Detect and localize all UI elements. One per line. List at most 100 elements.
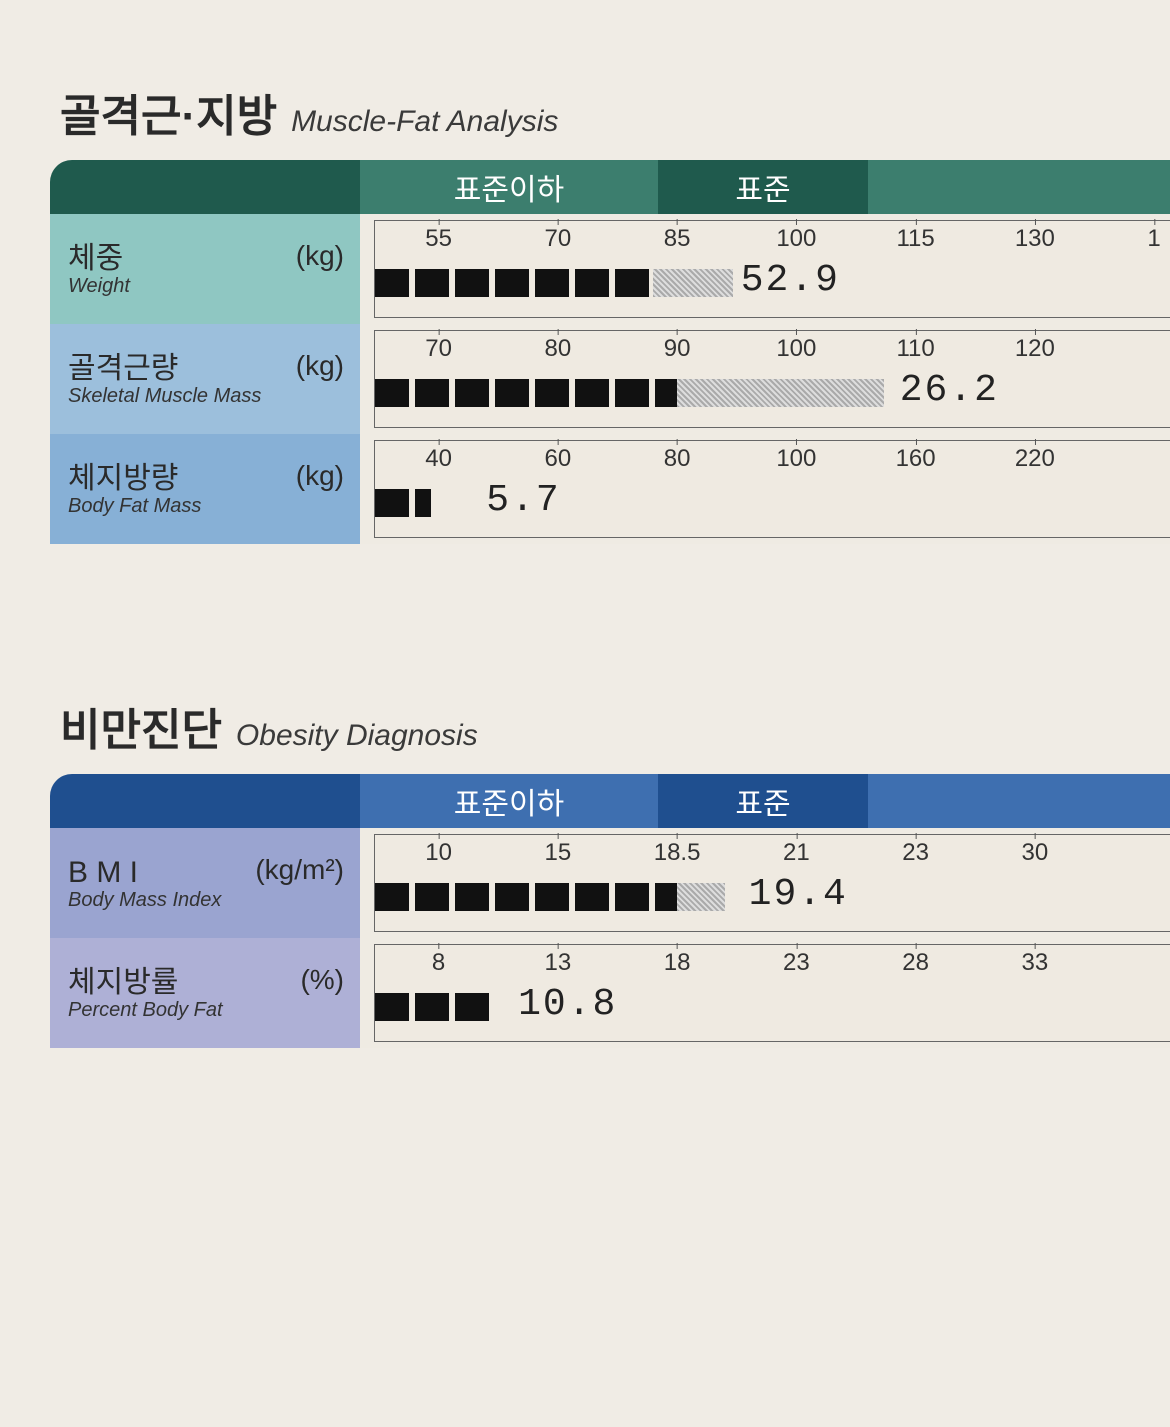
metric-name-en: Skeletal Muscle Mass bbox=[68, 385, 348, 408]
axis-tick: 100 bbox=[776, 445, 816, 473]
metric-name-en: Body Mass Index bbox=[68, 889, 348, 912]
axis-ticks: 70 80 90 100 110 120 bbox=[375, 335, 1170, 369]
rows-container-1: 체중Weight(kg)557085100115130152.9골격근량Skel… bbox=[50, 214, 1170, 544]
metric-unit: (kg) bbox=[296, 460, 344, 492]
range-header: 표준이하 표준 bbox=[50, 774, 1170, 828]
metric-value: 52.9 bbox=[741, 259, 840, 302]
metric-chart: 40 60 80 100 160 220 5.7 bbox=[360, 434, 1170, 544]
axis-tick: 70 bbox=[425, 335, 452, 363]
chart-box: 101518.521233019.4 bbox=[374, 834, 1170, 932]
metric-row: 체지방률Percent Body Fat(%)8131823283310.8 bbox=[50, 938, 1170, 1048]
metric-value: 26.2 bbox=[900, 369, 999, 412]
bar-shade bbox=[677, 379, 884, 407]
metric-chart: 70 80 90 100 110 120 26.2 bbox=[360, 324, 1170, 434]
metric-value: 19.4 bbox=[749, 873, 848, 916]
axis-tick: 18 bbox=[664, 949, 691, 977]
header-rest bbox=[868, 774, 1170, 828]
bar-shade bbox=[653, 269, 733, 297]
axis-ticks: 55 70 85 100 115 130 1 bbox=[375, 225, 1170, 259]
axis-tick: 1 bbox=[1147, 225, 1160, 253]
bar-solid bbox=[375, 883, 677, 911]
axis-tick: 100 bbox=[776, 225, 816, 253]
bar-area bbox=[375, 379, 1170, 407]
axis-tick: 130 bbox=[1015, 225, 1055, 253]
axis-tick: 220 bbox=[1015, 445, 1055, 473]
header-rest bbox=[868, 160, 1170, 214]
metric-name-en: Body Fat Mass bbox=[68, 495, 348, 518]
axis-tick: 80 bbox=[544, 335, 571, 363]
axis-tick: 85 bbox=[664, 225, 691, 253]
metric-label: 골격근량Skeletal Muscle Mass(kg) bbox=[50, 324, 360, 434]
metric-unit: (kg/m²) bbox=[255, 854, 344, 886]
header-under: 표준이하 bbox=[360, 160, 658, 214]
chart-box: 55 70 85 100 115 130 1 52.9 bbox=[374, 220, 1170, 318]
header-spacer bbox=[50, 160, 360, 214]
metric-chart: 55 70 85 100 115 130 1 52.9 bbox=[360, 214, 1170, 324]
metric-chart: 8 13 18 23 28 33 10.8 bbox=[360, 938, 1170, 1048]
metric-name-en: Percent Body Fat bbox=[68, 999, 348, 1022]
axis-tick: 90 bbox=[664, 335, 691, 363]
metric-value: 5.7 bbox=[486, 479, 560, 522]
axis-tick: 10 bbox=[425, 839, 452, 867]
axis-tick: 28 bbox=[902, 949, 929, 977]
metric-chart: 101518.521233019.4 bbox=[360, 828, 1170, 938]
axis-tick: 40 bbox=[425, 445, 452, 473]
bar-solid bbox=[375, 993, 494, 1021]
axis-tick: 23 bbox=[783, 949, 810, 977]
metric-unit: (kg) bbox=[296, 350, 344, 382]
axis-tick: 70 bbox=[544, 225, 571, 253]
axis-tick: 110 bbox=[896, 335, 934, 363]
chart-box: 40 60 80 100 160 220 5.7 bbox=[374, 440, 1170, 538]
bar-solid bbox=[375, 379, 677, 407]
bar-area bbox=[375, 993, 1170, 1021]
bar-shade bbox=[677, 883, 725, 911]
metric-value: 10.8 bbox=[518, 983, 617, 1026]
axis-ticks: 40 60 80 100 160 220 bbox=[375, 445, 1170, 479]
section-title: 비만진단 Obesity Diagnosis bbox=[60, 694, 1170, 762]
axis-tick: 100 bbox=[776, 335, 816, 363]
metric-row: B M IBody Mass Index(kg/m²)101518.521233… bbox=[50, 828, 1170, 938]
header-under: 표준이하 bbox=[360, 774, 658, 828]
muscle-fat-section: 골격근·지방 Muscle-Fat Analysis 표준이하 표준 체중Wei… bbox=[50, 80, 1170, 544]
section-title-kr: 골격근·지방 bbox=[60, 80, 277, 144]
chart-box: 8 13 18 23 28 33 10.8 bbox=[374, 944, 1170, 1042]
axis-tick: 33 bbox=[1021, 949, 1048, 977]
axis-tick: 115 bbox=[896, 225, 934, 253]
metric-label: 체중Weight(kg) bbox=[50, 214, 360, 324]
axis-tick: 21 bbox=[783, 839, 810, 867]
section-title-en: Muscle-Fat Analysis bbox=[291, 105, 558, 139]
section-title: 골격근·지방 Muscle-Fat Analysis bbox=[60, 80, 1170, 148]
section-title-en: Obesity Diagnosis bbox=[236, 719, 478, 753]
rows-container-2: B M IBody Mass Index(kg/m²)101518.521233… bbox=[50, 828, 1170, 1048]
axis-tick: 120 bbox=[1015, 335, 1055, 363]
axis-tick: 60 bbox=[544, 445, 571, 473]
axis-tick: 8 bbox=[432, 949, 445, 977]
metric-name-en: Weight bbox=[68, 275, 348, 298]
header-spacer bbox=[50, 774, 360, 828]
metric-unit: (%) bbox=[300, 964, 344, 996]
axis-tick: 30 bbox=[1021, 839, 1048, 867]
axis-tick: 15 bbox=[544, 839, 571, 867]
axis-ticks: 8 13 18 23 28 33 bbox=[375, 949, 1170, 983]
axis-ticks: 101518.5212330 bbox=[375, 839, 1170, 873]
metric-row: 체지방량Body Fat Mass(kg)4060801001602205.7 bbox=[50, 434, 1170, 544]
bar-solid bbox=[375, 489, 431, 517]
range-header: 표준이하 표준 bbox=[50, 160, 1170, 214]
metric-label: B M IBody Mass Index(kg/m²) bbox=[50, 828, 360, 938]
axis-tick: 18.5 bbox=[654, 839, 701, 867]
section-title-kr: 비만진단 bbox=[60, 694, 222, 758]
bar-solid bbox=[375, 269, 653, 297]
axis-tick: 55 bbox=[425, 225, 452, 253]
metric-row: 체중Weight(kg)557085100115130152.9 bbox=[50, 214, 1170, 324]
header-normal: 표준 bbox=[658, 774, 868, 828]
metric-unit: (kg) bbox=[296, 240, 344, 272]
metric-label: 체지방률Percent Body Fat(%) bbox=[50, 938, 360, 1048]
header-normal: 표준 bbox=[658, 160, 868, 214]
axis-tick: 80 bbox=[664, 445, 691, 473]
axis-tick: 13 bbox=[544, 949, 571, 977]
metric-row: 골격근량Skeletal Muscle Mass(kg)708090100110… bbox=[50, 324, 1170, 434]
chart-box: 70 80 90 100 110 120 26.2 bbox=[374, 330, 1170, 428]
metric-label: 체지방량Body Fat Mass(kg) bbox=[50, 434, 360, 544]
obesity-section: 비만진단 Obesity Diagnosis 표준이하 표준 B M IBody… bbox=[50, 694, 1170, 1048]
axis-tick: 160 bbox=[896, 445, 936, 473]
